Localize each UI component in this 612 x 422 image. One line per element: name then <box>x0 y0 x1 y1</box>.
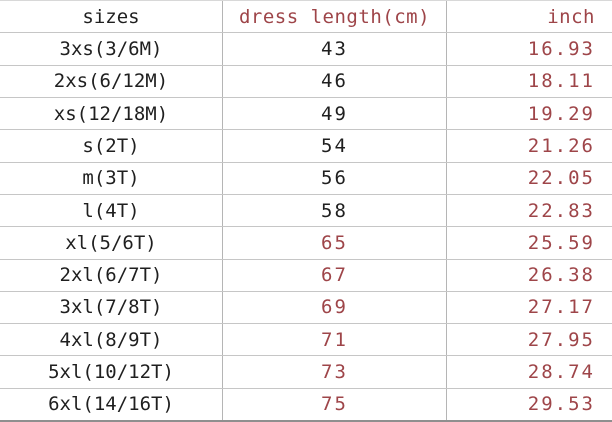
table-row: xl(5/6T) 65 25.59 <box>0 227 612 260</box>
inch-cell: 19.29 <box>527 102 595 125</box>
table-row: m(3T) 56 22.05 <box>0 162 612 195</box>
size-cell: m(3T) <box>0 162 223 194</box>
table-row: 4xl(8/9T) 71 27.95 <box>0 324 612 357</box>
column-header-sizes: sizes <box>0 1 223 33</box>
cm-cell: 46 <box>223 65 447 97</box>
inch-cell: 29.53 <box>527 393 595 416</box>
header-row: sizes dress length(cm) inch <box>0 1 612 34</box>
table-row: s(2T) 54 21.26 <box>0 130 612 163</box>
inch-cell: 22.05 <box>527 167 595 190</box>
size-cell: s(2T) <box>0 130 223 162</box>
cm-cell: 56 <box>223 162 447 194</box>
table-row: 2xs(6/12M) 46 18.11 <box>0 65 612 98</box>
size-cell: 2xl(6/7T) <box>0 259 223 291</box>
size-cell: xs(12/18M) <box>0 97 223 130</box>
inch-cell: 26.38 <box>527 264 595 287</box>
size-cell: 5xl(10/12T) <box>0 356 223 388</box>
inch-cell: 28.74 <box>527 361 595 384</box>
inch-cell: 22.83 <box>527 199 595 222</box>
cm-cell: 49 <box>223 97 447 130</box>
inch-cell: 16.93 <box>527 37 595 60</box>
table-row: l(4T) 58 22.83 <box>0 194 612 228</box>
inch-cell: 18.11 <box>527 70 595 93</box>
column-header-dress-length-cm: dress length(cm) <box>223 1 447 33</box>
cm-cell: 43 <box>223 33 447 65</box>
cm-cell: 65 <box>223 227 447 259</box>
table-row: 5xl(10/12T) 73 28.74 <box>0 356 612 389</box>
inch-cell: 27.17 <box>527 296 595 319</box>
size-cell: l(4T) <box>0 194 223 227</box>
size-cell: 4xl(8/9T) <box>0 324 223 356</box>
size-cell: 2xs(6/12M) <box>0 65 223 97</box>
cm-cell: 54 <box>223 130 447 162</box>
inch-cell: 27.95 <box>527 328 595 351</box>
cm-cell: 58 <box>223 194 447 227</box>
size-cell: xl(5/6T) <box>0 227 223 259</box>
size-cell: 3xl(7/8T) <box>0 291 223 324</box>
cm-cell: 67 <box>223 259 447 291</box>
table-row: 6xl(14/16T) 75 29.53 <box>0 388 612 421</box>
inch-cell: 21.26 <box>527 134 595 157</box>
size-cell: 6xl(14/16T) <box>0 388 223 421</box>
size-cell: 3xs(3/6M) <box>0 33 223 65</box>
cm-cell: 73 <box>223 356 447 388</box>
column-header-inch: inch <box>547 5 595 28</box>
inch-cell: 25.59 <box>527 231 595 254</box>
cm-cell: 75 <box>223 388 447 421</box>
cm-cell: 69 <box>223 291 447 324</box>
table-row: xs(12/18M) 49 19.29 <box>0 97 612 131</box>
table-row: 3xs(3/6M) 43 16.93 <box>0 33 612 66</box>
table-row: 3xl(7/8T) 69 27.17 <box>0 291 612 325</box>
cm-cell: 71 <box>223 324 447 356</box>
table-row: 2xl(6/7T) 67 26.38 <box>0 259 612 292</box>
